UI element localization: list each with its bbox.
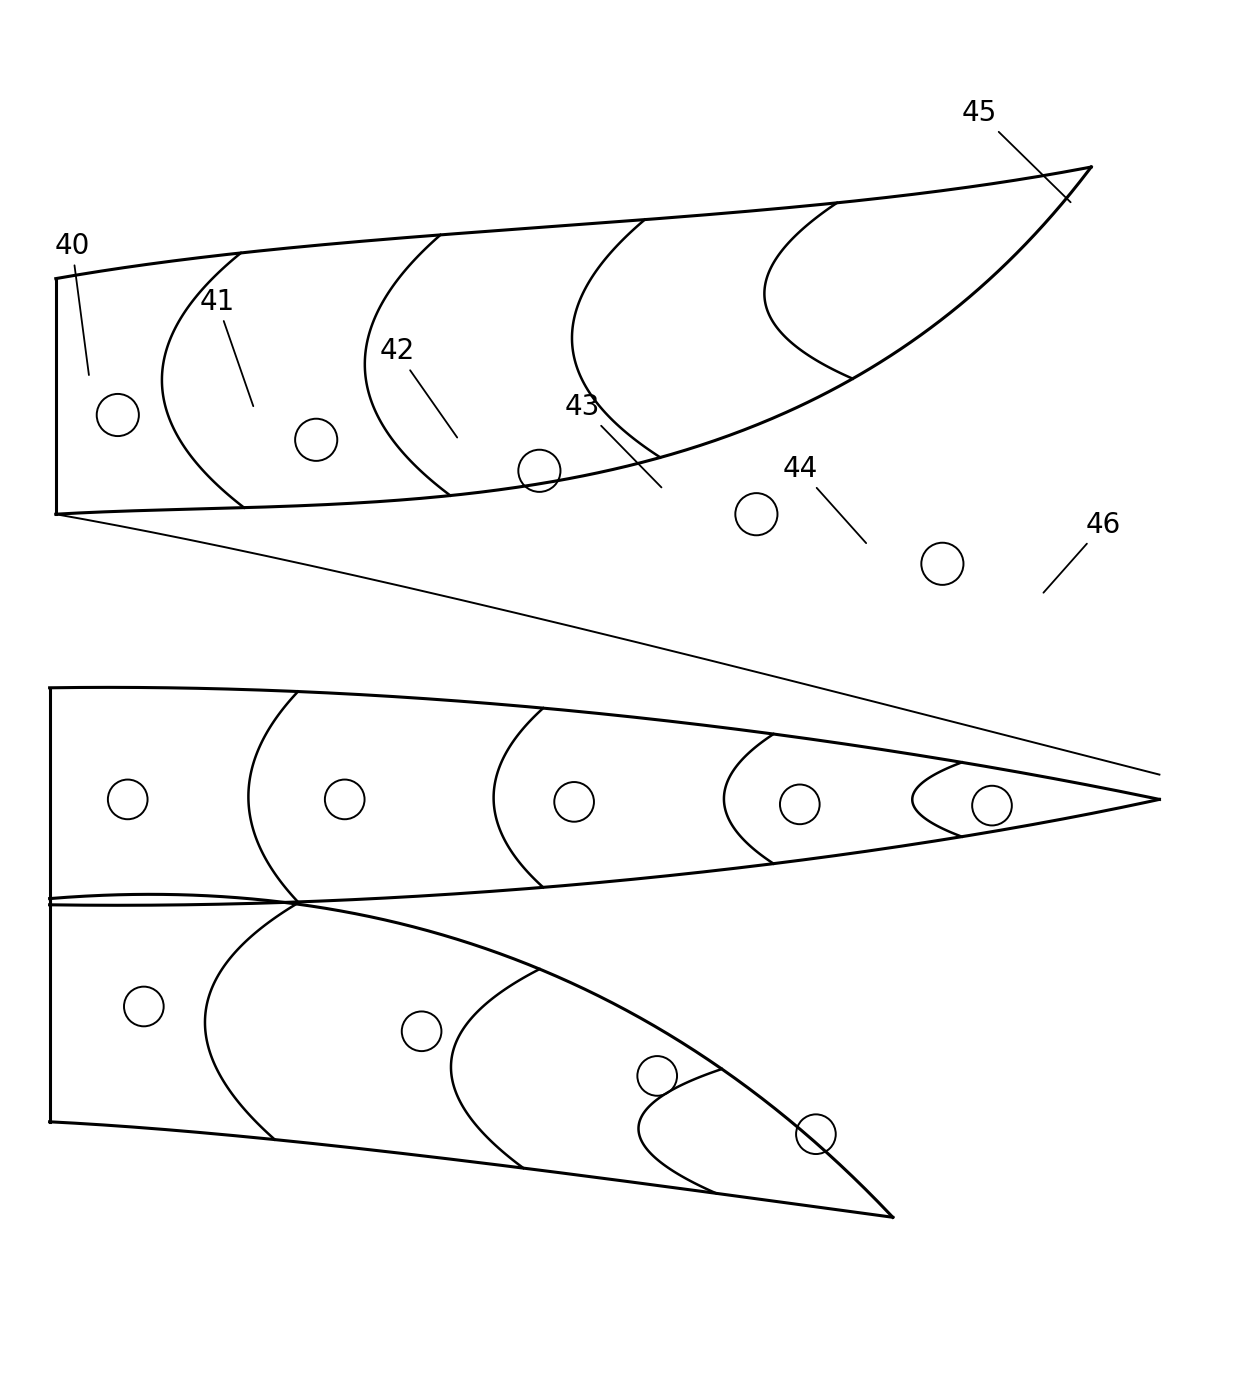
- Text: 43: 43: [565, 393, 661, 487]
- Text: 41: 41: [200, 287, 253, 407]
- Text: 44: 44: [782, 455, 867, 543]
- Text: 40: 40: [55, 232, 89, 375]
- Text: 42: 42: [379, 337, 458, 437]
- Text: 46: 46: [1043, 511, 1121, 593]
- Text: 45: 45: [962, 99, 1070, 203]
